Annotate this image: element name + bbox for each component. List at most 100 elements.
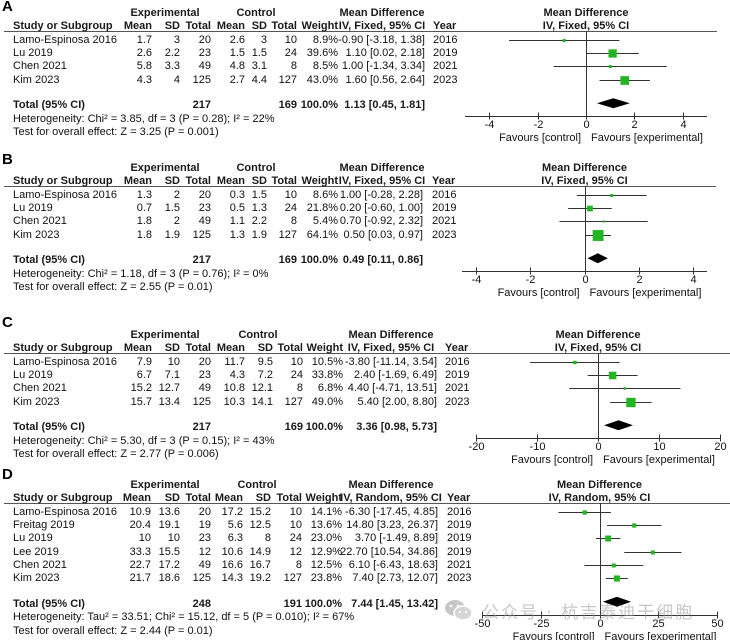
effect-square <box>592 230 604 241</box>
cell-ctl-sd: 2.2 <box>251 215 267 228</box>
plot-title: Mean Difference <box>557 479 642 491</box>
x-tick-label: -2 <box>533 119 544 132</box>
column-header-weight: Weight <box>301 175 338 187</box>
column-header-year: Year <box>432 175 456 187</box>
column-header-ci: IV, Random, 95% CI <box>340 492 442 504</box>
effect-square <box>650 550 655 555</box>
panel-b-label: B <box>2 151 13 168</box>
x-tick-label: 20 <box>714 441 727 454</box>
column-header-year: Year <box>433 20 457 32</box>
cell-year: 2021 <box>445 382 470 395</box>
column-header-exp-mean: Mean <box>122 492 151 504</box>
x-tick-label: -20 <box>468 441 485 454</box>
x-tick-label: 0 <box>582 274 589 287</box>
heterogeneity-text: Heterogeneity: Tau² = 33.51; Chi² = 15.1… <box>13 611 355 624</box>
cell-ci: 0.70 [-0.92, 2.32] <box>339 215 423 228</box>
cell-year: 2016 <box>432 189 457 201</box>
study-name: Lu 2019 <box>13 202 53 215</box>
effect-square <box>587 205 593 212</box>
cell-ci: 6.10 [-6.43, 18.63] <box>348 558 438 571</box>
cell-ctl-mean: 4.8 <box>229 60 245 73</box>
effect-square <box>611 563 616 568</box>
cell-ctl-mean: 1.3 <box>229 228 245 241</box>
control-group-header: Control <box>238 329 278 341</box>
cell-weight: 39.6% <box>306 47 338 60</box>
column-header-ctl-mean: Mean <box>216 342 245 354</box>
study-name: Lamo-Espinosa 2016 <box>13 356 117 368</box>
cell-ctl-sd: 14.9 <box>249 545 271 558</box>
x-tick-label: 0 <box>595 441 602 454</box>
column-header-ctl-total: Total <box>271 175 297 187</box>
study-name: Kim 2023 <box>13 73 60 86</box>
cell-exp-mean: 15.2 <box>130 382 152 395</box>
cell-ctl-sd: 19.2 <box>249 572 271 584</box>
column-header-ci: IV, Fixed, 95% CI <box>347 342 435 354</box>
cell-ctl-sd: 15.2 <box>249 506 271 518</box>
study-name: Kim 2023 <box>13 228 60 241</box>
total-ctl-total: 169 <box>284 421 303 434</box>
x-tick-label: 2 <box>636 274 643 287</box>
favours-experimental-label: Favours [experimental] <box>604 630 717 640</box>
heterogeneity-text: Heterogeneity: Chi² = 5.30, df = 3 (P = … <box>13 434 275 447</box>
cell-exp-mean: 2.6 <box>136 47 152 60</box>
study-name: Lu 2019 <box>13 47 53 60</box>
study-name: Chen 2021 <box>13 382 67 395</box>
column-header-ctl-sd: SD <box>255 492 271 504</box>
pooled-diamond <box>602 596 632 607</box>
overall-effect-text: Test for overall effect: Z = 2.55 (P = 0… <box>13 281 213 294</box>
cell-ctl-sd: 9.5 <box>257 356 273 368</box>
column-header-exp-sd: SD <box>164 342 180 354</box>
cell-ci: 3.70 [-1.49, 8.89] <box>354 532 438 545</box>
cell-weight: 64.1% <box>306 228 338 241</box>
cell-ctl-total: 10 <box>284 34 297 46</box>
total-weight: 100.0% <box>304 597 342 610</box>
effect-group-header: Mean Difference <box>339 162 425 174</box>
study-name: Kim 2023 <box>13 572 60 584</box>
cell-year: 2019 <box>432 202 457 215</box>
cell-year: 2023 <box>447 572 472 584</box>
column-header-study: Study or Subgroup <box>13 342 113 354</box>
cell-ctl-sd: 3 <box>260 34 267 46</box>
cell-exp-total: 19 <box>198 519 211 532</box>
x-tick-label: 4 <box>690 274 697 287</box>
effect-group-header: Mean Difference <box>348 479 434 491</box>
cell-ci: 22.70 [10.54, 34.86] <box>340 545 438 558</box>
cell-year: 2023 <box>445 395 470 408</box>
x-tick-label: 10 <box>653 441 666 454</box>
cell-ci: 0.50 [0.03, 0.97] <box>343 228 423 241</box>
cell-ctl-mean: 6.3 <box>227 532 243 545</box>
cell-ctl-mean: 16.6 <box>221 558 243 571</box>
cell-ctl-total: 8 <box>296 382 303 395</box>
pooled-diamond <box>596 98 630 109</box>
total-weight: 100.0% <box>300 99 338 112</box>
cell-exp-mean: 0.7 <box>136 202 152 215</box>
heterogeneity-text: Heterogeneity: Chi² = 3.85, df = 3 (P = … <box>13 112 275 125</box>
experimental-group-header: Experimental <box>130 329 200 341</box>
cell-ctl-mean: 4.3 <box>229 369 245 382</box>
cell-ci: 5.40 [2.00, 8.80] <box>357 395 437 408</box>
cell-ci: 1.00 [-0.28, 2.28] <box>339 189 423 201</box>
cell-exp-sd: 13.6 <box>158 506 180 518</box>
cell-ctl-sd: 16.7 <box>249 558 271 571</box>
column-header-year: Year <box>445 342 469 354</box>
total-exp-total: 217 <box>192 254 211 267</box>
favours-control-label: Favours [control] <box>512 630 595 640</box>
cell-exp-sd: 1.9 <box>164 228 180 241</box>
study-name: Freitag 2019 <box>13 519 75 532</box>
column-header-study: Study or Subgroup <box>13 20 113 32</box>
cell-ctl-sd: 14.1 <box>251 395 273 408</box>
cell-weight: 13.6% <box>310 519 342 532</box>
cell-exp-mean: 10.9 <box>129 506 151 518</box>
study-name: Chen 2021 <box>13 558 67 571</box>
effect-square <box>573 360 577 365</box>
cell-exp-total: 23 <box>198 47 211 60</box>
study-name: Lee 2019 <box>13 545 59 558</box>
cell-ci: 14.80 [3.23, 26.37] <box>346 519 438 532</box>
cell-year: 2019 <box>445 369 470 382</box>
cell-weight: 14.1% <box>310 506 342 518</box>
plot-title: Mean Difference <box>555 329 641 341</box>
cell-weight: 21.8% <box>306 202 338 215</box>
cell-exp-sd: 18.6 <box>158 572 180 584</box>
cell-ctl-mean: 17.2 <box>221 506 243 518</box>
cell-ci: 1.60 [0.56, 2.64] <box>345 73 425 86</box>
